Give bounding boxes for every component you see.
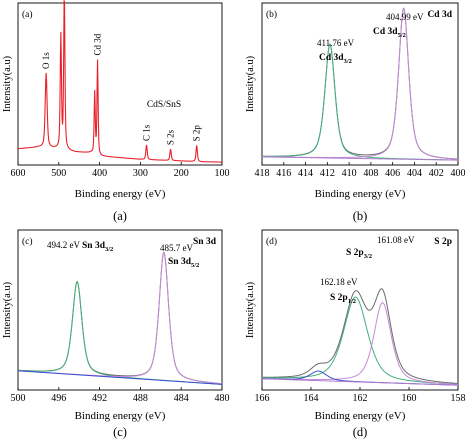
plot-frame: [17, 2, 223, 166]
series-line-baseline: [17, 370, 223, 385]
x-tick-label: 100: [215, 168, 230, 179]
x-tick-label: 200: [174, 168, 189, 179]
x-tick-label: 404: [407, 168, 422, 179]
x-tick-label: 402: [429, 168, 444, 179]
x-tick-label: 488: [133, 393, 148, 404]
x-tick-label: 500: [11, 393, 26, 404]
peak-assignment-label: Sn 3d3/2: [82, 241, 113, 253]
series-line-component: [17, 281, 223, 385]
series-line-component: [261, 302, 459, 385]
peak-position-label: 494.2 eV: [47, 240, 80, 250]
series-line-envelope: [262, 7, 459, 160]
peak-assignment-label: Cd 3d3/2: [319, 53, 352, 65]
x-axis-label: Binding energy (eV): [75, 410, 166, 422]
panel-label: (c): [113, 425, 127, 439]
panel-tag: (c): [22, 236, 33, 247]
y-axis-label: Intensity(a.u): [2, 281, 13, 338]
x-tick-label: 400: [451, 168, 466, 179]
x-tick-label: 412: [320, 168, 335, 179]
legend-label: CdS/SnS: [147, 100, 181, 110]
peak-assignment-label: Sn 3d5/2: [168, 257, 199, 269]
peak-position-label: 411.76 eV: [317, 38, 355, 48]
panel-d: 166 164 162 160 158 Binding energy (eV) Intens…: [245, 229, 466, 439]
x-tick-label: 166: [255, 393, 270, 404]
series-line-component: [261, 8, 459, 160]
y-axis-label: Intensity(a.u): [245, 55, 256, 112]
panel-corner-title: Cd 3d: [427, 10, 452, 20]
peak-assignment-label: S 2p1/2: [330, 293, 356, 305]
x-tick-label: 162: [353, 393, 368, 404]
peak-label: C 1s: [142, 124, 152, 141]
peak-position-label: 161.08 eV: [377, 235, 415, 245]
x-tick-label: 496: [51, 393, 66, 404]
x-tick-label: 408: [363, 168, 378, 179]
x-tick-label: 492: [92, 393, 107, 404]
y-axis-label: Intensity(a.u): [245, 281, 256, 338]
peak-label: S 2p: [192, 125, 202, 142]
peak-label: O 1s: [41, 52, 51, 69]
series-line-baseline: [261, 156, 459, 161]
plot-frame: [261, 2, 459, 166]
x-tick-label: 414: [298, 168, 313, 179]
peak-position-label: 485.7 eV: [160, 243, 193, 253]
series-line-envelope: [262, 288, 459, 384]
peak-assignment-label: Cd 3d5/2: [373, 27, 406, 39]
x-tick-label: 484: [174, 393, 189, 404]
panel-label: (d): [353, 425, 368, 439]
panel-corner-title: Sn 3d: [193, 237, 217, 247]
panel-label: (a): [113, 209, 127, 223]
series-line-component: [262, 44, 458, 161]
x-tick-label: 400: [92, 168, 107, 179]
series-line-survey: [17, 0, 223, 163]
y-axis-label: Intensity(a.u): [2, 55, 13, 112]
series-line-baseline: [261, 378, 459, 386]
panel-corner-title: S 2p: [434, 237, 452, 247]
x-axis-label: Binding energy (eV): [315, 188, 406, 200]
panel-tag: (a): [22, 9, 33, 20]
x-tick-label: 300: [133, 168, 148, 179]
panel-a: 600 500 400 300 200 100 Binding energy (eV) Int…: [2, 0, 230, 223]
panel-tag: (d): [266, 236, 277, 247]
x-axis-label: Binding energy (eV): [75, 188, 166, 200]
x-tick-label: 500: [51, 168, 66, 179]
panel-label: (b): [353, 209, 368, 223]
series-line-component: [262, 296, 459, 385]
x-axis-label: Binding energy (eV): [315, 410, 406, 422]
peak-assignment-label: S 2p3/2: [346, 248, 372, 260]
plot-frame: [17, 229, 223, 391]
peak-label: S 2s: [166, 129, 176, 145]
x-tick-label: 416: [276, 168, 291, 179]
x-tick-label: 158: [451, 393, 466, 404]
series-line-component: [17, 252, 223, 385]
x-tick-label: 600: [11, 168, 26, 179]
peak-position-label: 162.18 eV: [320, 277, 358, 287]
peak-label: Cd 3d: [93, 33, 103, 55]
x-tick-label: 164: [304, 393, 319, 404]
x-tick-label: 160: [402, 393, 417, 404]
peak-position-label: 404.99 eV: [386, 12, 424, 22]
x-tick-label: 406: [385, 168, 400, 179]
x-tick-label: 480: [215, 393, 230, 404]
x-tick-label: 418: [255, 168, 270, 179]
series-line-envelope: [17, 251, 223, 385]
panel-c: 500 496 492 488 484 480 Binding energy (eV) Int…: [2, 229, 230, 439]
panel-b: 418 416 414 412 410 408 406 404 402 400 Binding en…: [245, 2, 466, 223]
panel-tag: (b): [266, 9, 277, 20]
x-tick-label: 410: [342, 168, 357, 179]
